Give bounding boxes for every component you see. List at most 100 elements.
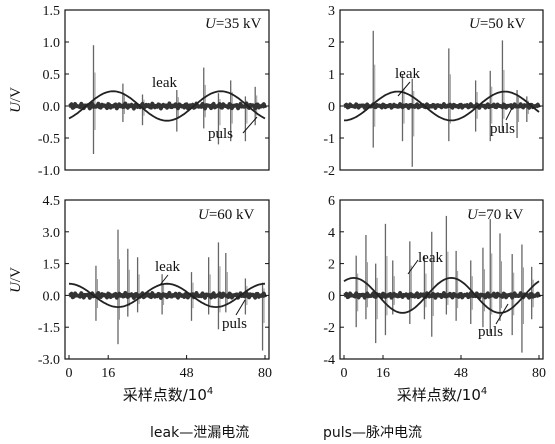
- puls-series-line: [68, 101, 267, 111]
- y-axis-unit: /V: [8, 87, 24, 102]
- leak-annotation: leak: [395, 66, 420, 82]
- plot-frame: [64, 199, 270, 360]
- leak-annotation: leak: [155, 259, 180, 275]
- x-axis-label-right: 采样点数/104: [397, 386, 488, 404]
- voltage-value: =60 kV: [209, 207, 255, 223]
- y-ticks: 1.5 1.0 0.5 0.0 -0.5 -1.0: [38, 4, 269, 179]
- legend-note-puls: puls—脉冲电流: [323, 425, 422, 441]
- x-tick-label: 0: [341, 366, 348, 381]
- x-tick-label: 16: [101, 366, 115, 381]
- x-tick-label: 16: [376, 366, 390, 381]
- puls-series-line: [68, 290, 267, 300]
- y-tick-label: -1.5: [38, 321, 60, 336]
- panel-marks: [68, 229, 267, 351]
- voltage-value: =50 kV: [480, 16, 526, 32]
- y-ticks: 3 2 1 0 -1 -2: [323, 4, 543, 179]
- x-ticks: 0 16 48 80: [66, 355, 272, 381]
- y-tick-label: 2: [328, 258, 335, 273]
- y-axis-symbol: U: [8, 281, 24, 293]
- voltage-label: U=60 kV: [198, 207, 255, 223]
- x-tick-label: 80: [258, 366, 272, 381]
- y-tick-label: 0: [328, 289, 335, 304]
- x-axis-label-exponent: 4: [481, 386, 487, 397]
- y-tick-label: 1.5: [43, 258, 61, 273]
- y-tick-label: 1.5: [43, 4, 61, 19]
- voltage-symbol: U: [469, 16, 481, 32]
- y-tick-label: -0.5: [38, 132, 60, 147]
- puls-annotation: puls: [208, 126, 233, 142]
- x-tick-label: 48: [180, 366, 194, 381]
- panel-marks: [68, 45, 267, 154]
- leak-annotation: leak: [418, 250, 443, 266]
- y-tick-label: 6: [328, 194, 335, 209]
- x-axis-label-text: 采样点数/10: [123, 386, 207, 404]
- y-tick-label: -2: [323, 164, 335, 179]
- panel-50kv: 3 2 1 0 -1 -2 U=50 kV leak puls: [323, 4, 544, 179]
- voltage-label: U=70 kV: [467, 207, 524, 223]
- leak-series-line: [68, 282, 266, 309]
- y-ticks: 6 4 2 0 -2 -4: [323, 194, 543, 368]
- y-ticks: 4.5 3.0 1.5 0.0 -1.5 -3.0: [38, 194, 269, 368]
- x-tick-label: 48: [454, 366, 468, 381]
- voltage-label: U=50 kV: [469, 16, 526, 32]
- y-axis-label: U/V: [8, 267, 24, 293]
- puls-annotation: puls: [222, 316, 247, 332]
- panel-marks: [343, 215, 541, 353]
- x-axis-label-left: 采样点数/104: [123, 386, 214, 404]
- voltage-symbol: U: [198, 207, 210, 223]
- y-tick-label: -4: [323, 353, 335, 368]
- leak-series-line: [68, 90, 266, 122]
- panel-35kv: 1.51.00.50.0-0.5-1.0 U=35 kV leak puls U…: [8, 4, 270, 179]
- y-axis-unit: /V: [8, 267, 24, 282]
- x-tick-label: 80: [532, 366, 546, 381]
- voltage-symbol: U: [205, 16, 217, 32]
- puls-pointer: [242, 116, 258, 134]
- x-ticks: 0 16 48 80: [341, 355, 546, 381]
- panel-marks: [343, 30, 541, 167]
- legend-note-leak: leak—泄漏电流: [150, 425, 249, 441]
- panel-70kv: 6 4 2 0 -2 -4 0 16 48 80 U=70 kV leak puls: [323, 194, 546, 381]
- x-axis-label-exponent: 4: [207, 386, 213, 397]
- y-tick-label: 4: [328, 226, 335, 241]
- voltage-value: =70 kV: [478, 207, 524, 223]
- y-tick-label: 1.0: [43, 36, 61, 51]
- y-tick-label: 2: [328, 36, 335, 51]
- leak-pointer: [407, 259, 419, 275]
- plot-frame: [339, 199, 544, 360]
- y-tick-label: 0: [328, 100, 335, 115]
- puls-pointer: [505, 107, 513, 121]
- leak-pointer: [159, 274, 169, 286]
- y-axis-symbol: U: [8, 101, 24, 113]
- y-tick-label: -3.0: [38, 353, 60, 368]
- leak-pointer: [397, 81, 411, 97]
- leak-series-line: [344, 90, 540, 122]
- y-tick-label: 0.5: [43, 68, 61, 83]
- leak-series-line: [343, 276, 540, 314]
- puls-annotation: puls: [490, 121, 515, 137]
- voltage-label: U=35 kV: [205, 16, 262, 32]
- plot-frame: [339, 9, 544, 171]
- puls-pointer: [495, 303, 509, 325]
- y-axis-label: U/V: [8, 87, 24, 113]
- puls-series-line: [343, 291, 541, 300]
- puls-pointer: [235, 299, 246, 316]
- y-tick-label: -2: [323, 321, 335, 336]
- y-tick-label: 3.0: [43, 226, 61, 241]
- x-tick-label: 0: [66, 366, 73, 381]
- panel-60kv: 4.53.01.50.0-1.5-3.0 0 16 48 80 U=60 kV lea…: [8, 194, 272, 381]
- y-tick-label: 1: [328, 68, 335, 83]
- y-tick-label: -1: [323, 132, 335, 147]
- voltage-value: =35 kV: [216, 16, 262, 32]
- voltage-symbol: U: [467, 207, 479, 223]
- y-tick-label: -1.0: [38, 164, 60, 179]
- y-tick-label: 4.5: [43, 194, 61, 209]
- puls-annotation: puls: [478, 324, 503, 340]
- y-tick-label: 0.0: [43, 100, 61, 115]
- plot-frame: [64, 9, 270, 171]
- y-tick-label: 3: [328, 4, 335, 19]
- y-tick-label: 0.0: [43, 289, 61, 304]
- leak-annotation: leak: [152, 75, 177, 91]
- x-axis-label-text: 采样点数/10: [397, 386, 481, 404]
- puls-series-line: [343, 102, 541, 110]
